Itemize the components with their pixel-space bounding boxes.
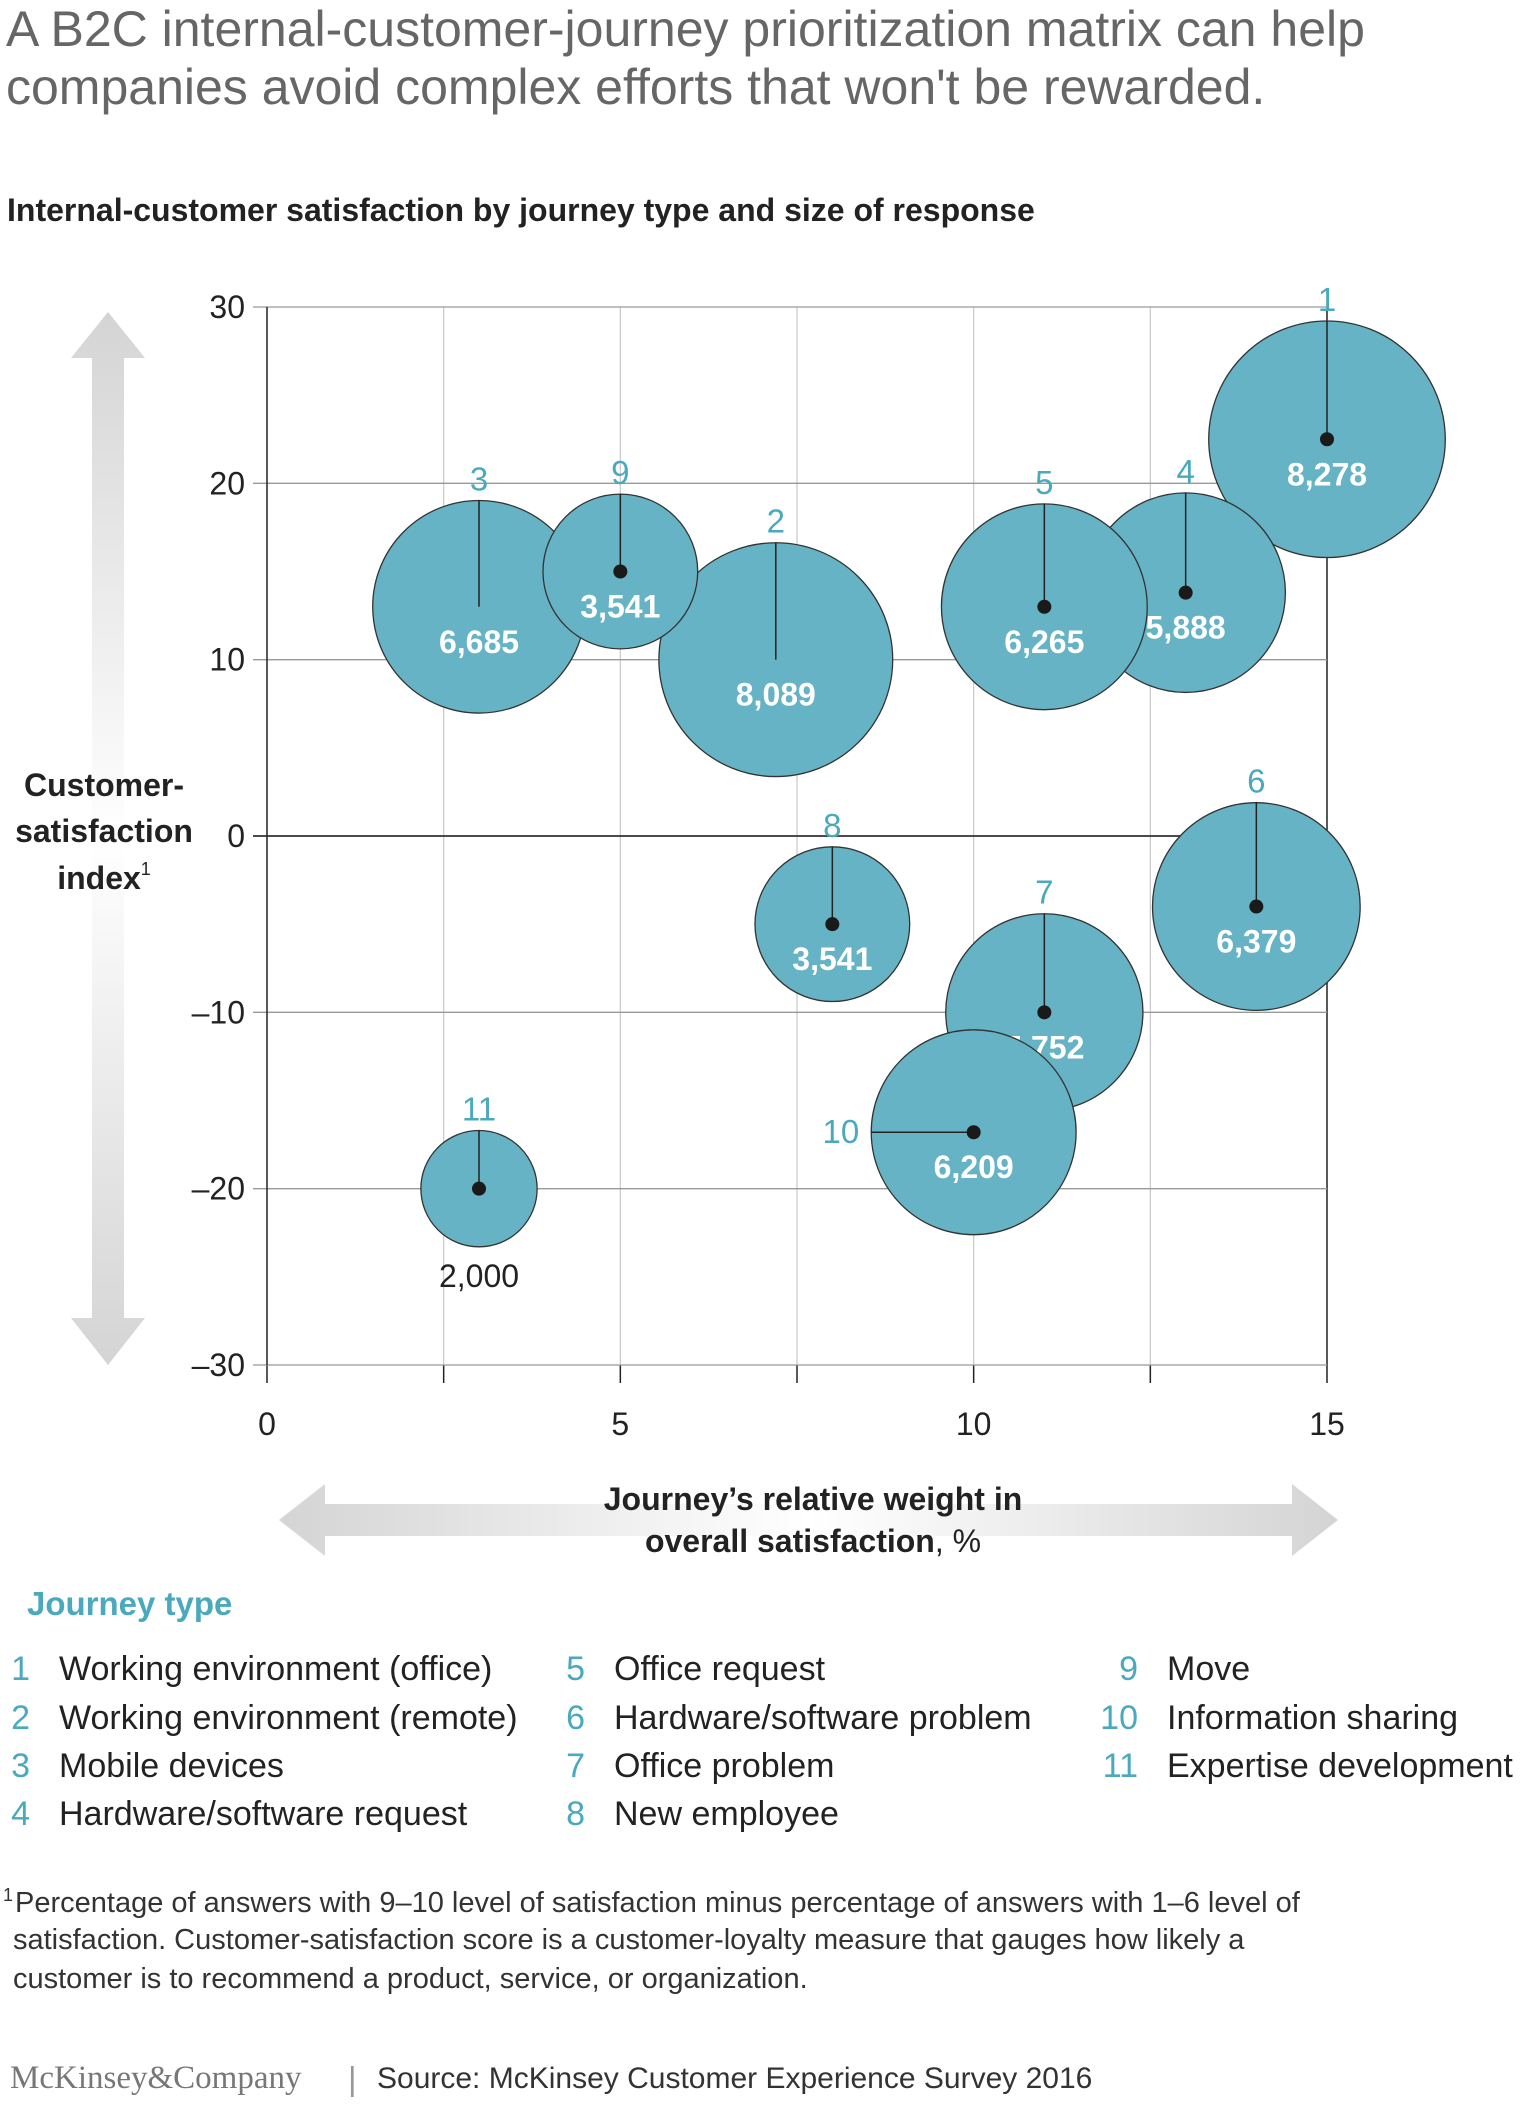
y-axis-label: Customer- [24,767,184,803]
legend-item-number: 4 [11,1795,30,1833]
bubble-6: 6 6,379 [1151,763,1361,1012]
chart-subtitle: Internal-customer satisfaction by journe… [7,192,1035,228]
bubble-id-label: 11 [462,1091,496,1128]
legend-item-label: Hardware/software problem [614,1699,1032,1737]
bubble-center-dot [1037,599,1052,614]
legend-item-label: Mobile devices [59,1747,284,1785]
bubble-value-label: 8,278 [1287,456,1367,492]
bubble-id-label: 1 [1318,281,1336,318]
bubble-9: 9 3,541 [542,454,699,650]
footnote-line-2: satisfaction. Customer-satisfaction scor… [13,1924,1245,1956]
x-tick-label: 5 [611,1406,629,1442]
bubble-8: 8 3,541 [754,807,911,1003]
legend-item-label: Information sharing [1167,1699,1459,1737]
legend-item-number: 11 [1102,1747,1138,1785]
legend-item-label: Hardware/software request [59,1795,468,1833]
bubble-value-label: 3,541 [792,941,872,977]
bubble-center-dot [472,1181,486,1196]
bubble-id-label: 8 [823,807,841,844]
legend-item-label: New employee [614,1795,839,1833]
bubble-id-label: 4 [1176,453,1194,490]
y-tick-label: –20 [192,1171,245,1207]
bubble-center-dot [613,564,628,579]
bubble-id-label: 10 [823,1113,860,1150]
page-title: A B2C internal-customer-journey prioriti… [6,0,1365,116]
mckinsey-logo: McKinsey&Company [10,2060,302,2096]
y-tick-label: 20 [209,465,245,501]
bubble-id-label: 6 [1247,763,1265,800]
bubble-center-dot [966,1125,981,1140]
bubble-value-label: 5,888 [1146,610,1226,646]
legend-title: Journey type [27,1585,233,1622]
legend-item-number: 10 [1100,1699,1138,1737]
y-tick-label: –10 [192,994,245,1030]
y-axis-arrow-icon [71,312,145,1365]
legend-item-number: 1 [11,1650,30,1688]
y-axis-label: satisfaction [15,813,193,849]
bubble-5: 5 6,265 [940,464,1148,711]
bubble-center-dot [1178,585,1193,600]
bubble-value-label: 6,265 [1004,624,1084,660]
bubble-id-label: 3 [470,460,488,497]
bubble-value-label: 6,685 [439,624,519,660]
footnote-line-1: 1Percentage of answers with 9–10 level o… [3,1885,1300,1920]
footnote-mark: 1 [3,1885,14,1905]
y-tick-label: 0 [227,818,245,854]
x-tick-label: 0 [258,1406,276,1442]
bubble-id-label: 5 [1035,464,1053,501]
bubble-10: 10 6,209 [823,1029,1077,1236]
x-axis-label: overall satisfaction, % [645,1523,981,1559]
x-tick-label: 10 [956,1406,992,1442]
bubble-center-dot [1320,432,1334,447]
y-tick-label: 30 [209,289,245,325]
footnote-line-3: customer is to recommend a product, serv… [13,1963,808,1995]
legend-item-number: 9 [1119,1650,1138,1688]
legend-item-number: 7 [566,1747,585,1785]
y-axis-label: index1 [57,859,151,896]
bubble-center-dot [1037,1005,1052,1020]
bubble-id-label: 7 [1035,874,1053,911]
bubble-value-label: 3,541 [580,589,660,625]
x-axis-label-unit: , % [935,1523,981,1559]
legend-item-number: 5 [566,1650,585,1688]
bubble-1: 1 8,278 [1208,281,1446,559]
bubble-2: 2 8,089 [658,503,894,778]
bubble-id-label: 2 [767,503,785,540]
bubble-3: 3 6,685 [372,460,586,714]
legend-item-number: 2 [11,1699,30,1737]
bubble-id-label: 9 [611,454,629,491]
source-note: Source: McKinsey Customer Experience Sur… [377,2062,1093,2095]
legend-item-label: Office problem [614,1747,835,1785]
bubble-center-dot [825,917,840,932]
x-tick-label: 15 [1309,1406,1345,1442]
y-axis-label-sup: 1 [141,859,151,879]
bubble-value-label: 6,379 [1216,924,1296,960]
footer-separator: | [348,2060,357,2097]
bubble-value-label: 8,089 [736,677,816,713]
title-line-2: companies avoid complex efforts that won… [6,59,1266,115]
x-axis-arrow-icon [279,1484,1338,1556]
legend-item-number: 6 [566,1699,585,1737]
legend-item-label: Move [1167,1650,1251,1688]
title-line-1: A B2C internal-customer-journey prioriti… [6,1,1365,57]
legend-item-number: 8 [566,1795,585,1833]
y-tick-label: 10 [209,642,245,678]
bubble-11: 11 2,000 [420,1091,538,1294]
bubble-center-dot [1249,899,1264,914]
x-axis-label: Journey’s relative weight in [604,1481,1023,1517]
legend-item-number: 3 [11,1747,30,1785]
legend-item-label: Working environment (remote) [59,1699,518,1737]
bubble-value-label: 6,209 [934,1149,1014,1185]
footnote-text-1: Percentage of answers with 9–10 level of… [15,1886,1300,1919]
bubble-value-label: 2,000 [439,1258,519,1294]
legend-item-label: Office request [614,1650,826,1688]
legend-item-label: Working environment (office) [59,1650,493,1688]
y-tick-label: –30 [192,1347,245,1383]
legend-item-label: Expertise development [1167,1747,1513,1785]
